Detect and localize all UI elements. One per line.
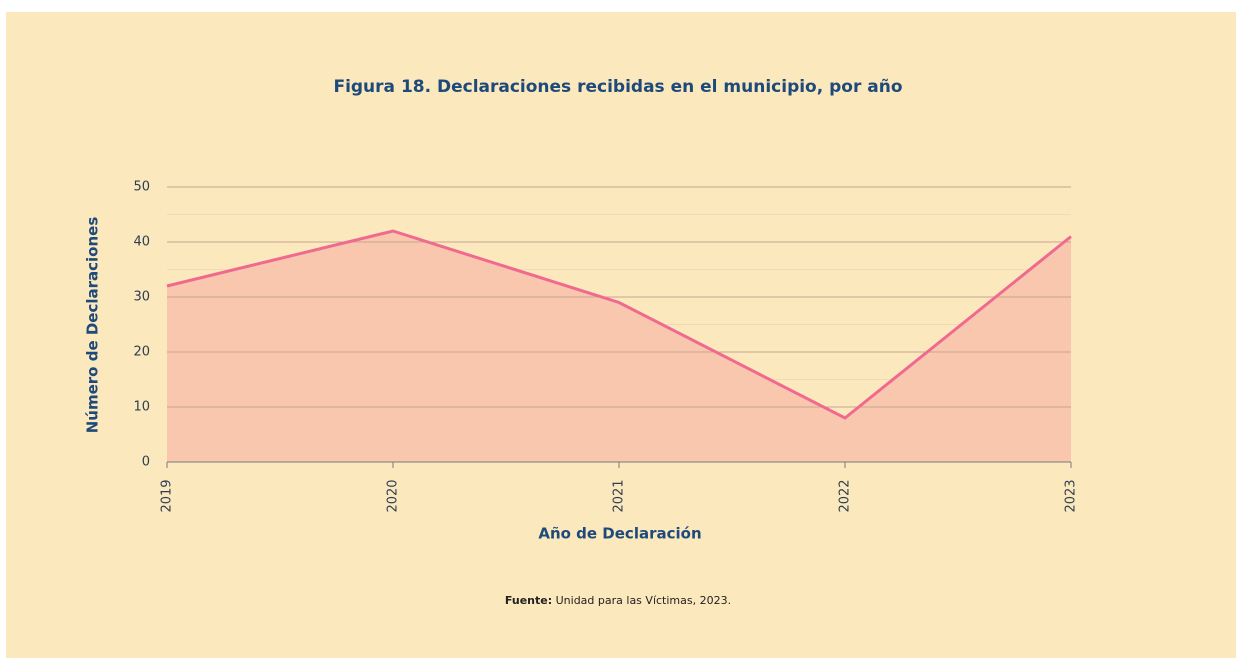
chart-title: Figura 18. Declaraciones recibidas en el… [333,77,902,97]
x-tick-label: 2022 [838,479,853,512]
x-tick-label: 2019 [160,479,175,512]
y-tick-label: 30 [133,290,150,305]
y-tick-label: 0 [142,455,150,470]
y-tick-label: 50 [133,180,150,195]
source-text: Unidad para las Víctimas, 2023. [556,594,731,607]
y-tick-label: 40 [133,235,150,250]
y-tick-label: 20 [133,345,150,360]
area [167,231,1071,462]
x-axis-label: Año de Declaración [538,525,701,543]
source-label: Fuente: [505,594,552,607]
x-tick-label: 2023 [1064,479,1079,512]
y-tick-label: 10 [133,400,150,415]
y-axis-label: Número de Declaraciones [84,217,102,434]
x-tick-label: 2020 [386,479,401,512]
x-tick-label: 2021 [612,479,627,512]
source: Fuente: Unidad para las Víctimas, 2023. [505,594,731,607]
line [166,229,1072,420]
